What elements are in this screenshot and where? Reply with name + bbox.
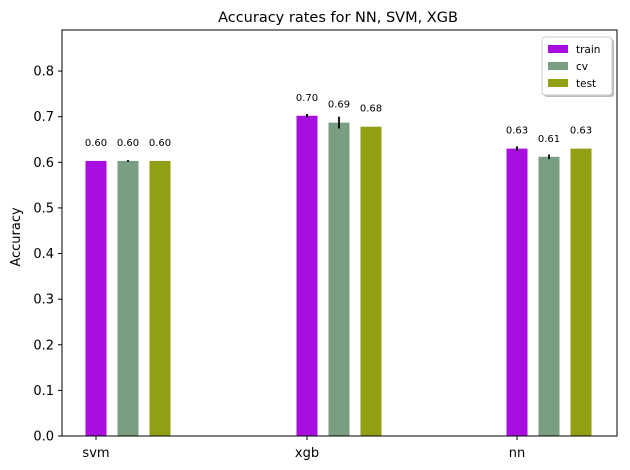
legend-swatch-test <box>548 79 568 87</box>
bar-test-xgb <box>360 126 382 436</box>
bar-train-svm <box>85 160 107 437</box>
y-tick-label: 0.2 <box>33 338 54 353</box>
y-tick-label: 0.6 <box>33 156 54 171</box>
data-label-test-xgb: 0.68 <box>360 104 382 115</box>
data-label-test-nn: 0.63 <box>570 126 592 137</box>
y-tick-label: 0.1 <box>33 384 54 399</box>
bar-train-nn <box>506 148 528 436</box>
legend-label-cv: cv <box>576 61 588 73</box>
legend-swatch-train <box>548 45 568 53</box>
legend-swatch-cv <box>548 62 568 70</box>
legend-label-train: train <box>576 44 600 56</box>
bar-train-xgb <box>296 115 318 437</box>
chart-title: Accuracy rates for NN, SVM, XGB <box>218 10 458 26</box>
y-tick-label: 0.4 <box>33 247 54 262</box>
legend-label-test: test <box>576 78 596 90</box>
data-label-cv-nn: 0.61 <box>538 134 560 145</box>
y-tick-label: 0.5 <box>33 201 54 216</box>
x-tick-label: nn <box>509 446 525 461</box>
plot-area: 0.60 0.70 0.63 0.60 0.69 0.61 0.60 0.68 0.63 <box>61 29 618 437</box>
plot-frame <box>61 29 618 437</box>
data-label-train-xgb: 0.70 <box>296 93 318 104</box>
y-axis: 0.0 0.1 0.2 0.3 0.4 0.5 0.6 0.7 0.8 <box>33 65 62 445</box>
data-label-train-svm: 0.60 <box>85 138 107 149</box>
y-axis-label: Accuracy <box>9 207 24 267</box>
x-axis: svm xgb nn <box>82 436 525 461</box>
x-tick-label: xgb <box>295 446 319 461</box>
bar-cv-svm <box>117 160 139 437</box>
data-label-train-nn: 0.63 <box>506 126 528 137</box>
y-tick-label: 0.8 <box>33 65 54 80</box>
data-label-cv-svm: 0.60 <box>117 138 139 149</box>
bar-cv-nn <box>538 156 560 436</box>
data-label-cv-xgb: 0.69 <box>328 100 350 111</box>
y-tick-label: 0.0 <box>33 430 54 445</box>
y-tick-label: 0.3 <box>33 293 54 308</box>
y-tick-label: 0.7 <box>33 110 54 125</box>
bar-test-svm <box>149 160 171 437</box>
legend: train cv test <box>541 36 614 97</box>
data-label-test-svm: 0.60 <box>149 138 171 149</box>
x-tick-label: svm <box>82 446 109 461</box>
bar-cv-xgb <box>328 122 350 436</box>
bar-test-nn <box>570 148 592 436</box>
